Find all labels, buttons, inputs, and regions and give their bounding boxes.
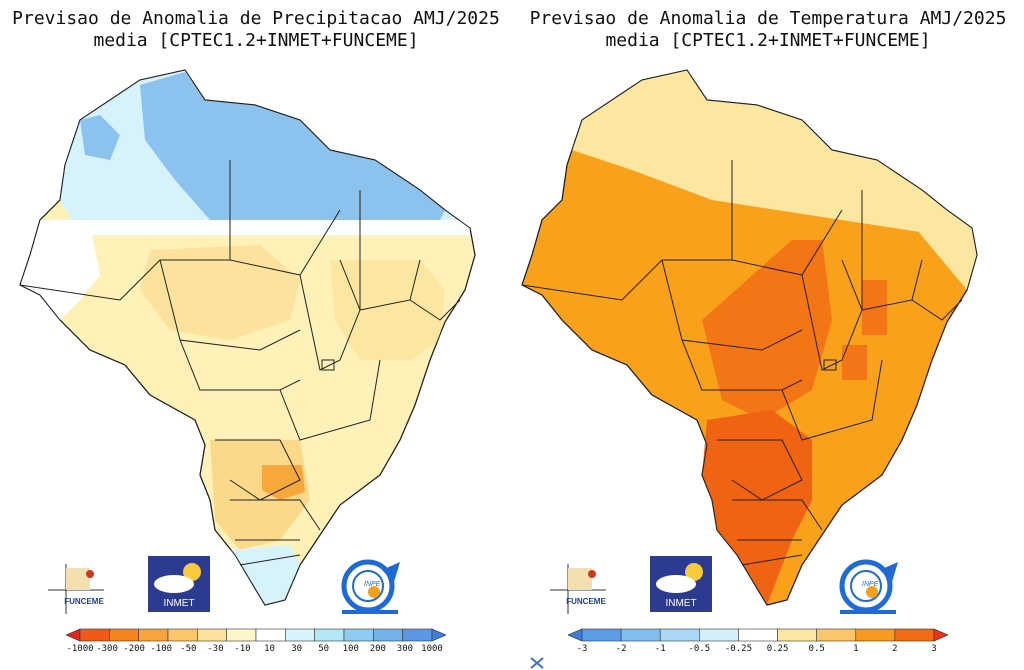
center-hot-zone [702,240,832,420]
temperature-colorbar-label: 0.25 [767,644,789,654]
precipitation-colorbar-swatch [109,628,139,642]
inpe-logo-text: INPE [862,581,879,588]
close-icon[interactable] [524,656,550,670]
temperature-colorbar-swatch [816,628,857,642]
precipitation-colorbar-swatch [197,628,227,642]
temperature-panel: Previsao de Anomalia de Temperatura AMJ/… [512,0,1024,670]
precipitation-colorbar-label: 100 [343,644,359,654]
inpe-logo-text: INPE [364,581,381,588]
precipitation-colorbar-label: -30 [207,644,223,654]
temperature-colorbar: -3 -2 -1 -0.5 -0.25 0.25 0.5 1 2 3 [568,628,948,654]
precipitation-anomaly-map [19,69,476,606]
south-strong-dry [262,465,305,500]
precipitation-colorbar-swatch [402,628,433,642]
central-dry-patch [140,245,300,340]
precipitation-colorbar-label: 300 [397,644,413,654]
precipitation-colorbar-label: -50 [180,644,196,654]
temperature-colorbar-label: -0.5 [688,644,710,654]
inmet-logo: INMET [650,556,712,612]
temperature-colorbar-label: 3 [931,644,936,654]
precipitation-colorbar-swatch [373,628,403,642]
precipitation-colorbar-swatch [343,628,374,642]
precipitation-colorbar-swatch [314,628,345,642]
funceme-logo: FUNCEME [550,564,606,614]
temperature-colorbar-swatch [581,628,622,642]
precipitation-colorbar-swatch [285,628,315,642]
east-hot-patch-2 [842,345,867,380]
precipitation-colorbar-swatch [79,628,110,642]
northeast-dry [330,260,445,360]
precipitation-colorbar-label: 1000 [421,644,443,654]
far-south-wet [230,545,300,605]
temperature-colorbar-swatch [659,628,700,642]
temperature-title-line2: media [CPTEC1.2+INMET+FUNCEME] [605,30,931,51]
inpe-logo: INPE [341,559,400,614]
temperature-colorbar-swatch [738,628,778,642]
temperature-colorbar-arrow-high [933,628,948,642]
temperature-colorbar-swatch [699,628,739,642]
inpe-logo: INPE [839,559,898,614]
precipitation-colorbar-label: 10 [264,644,275,654]
precipitation-colorbar-label: -1000 [66,644,93,654]
south-hot-zone [702,410,812,605]
precipitation-colorbar-swatch [167,628,198,642]
temperature-colorbar-swatch [894,628,935,642]
funceme-logo-text: FUNCEME [64,597,104,606]
precipitation-title-line1: Previsao de Anomalia de Precipitacao AMJ… [12,8,500,29]
precipitation-colorbar-label: -10 [234,644,250,654]
temperature-anomaly-map [521,69,978,606]
state-borders [521,69,978,606]
temperature-colorbar-swatch [777,628,817,642]
precipitation-colorbar-swatch [255,628,286,642]
north-wet-zone-strong [140,72,445,220]
north-mild-zone [572,70,972,240]
funceme-logo: FUNCEME [48,564,104,614]
precipitation-colorbar-label: 200 [370,644,386,654]
temperature-title-line1: Previsao de Anomalia de Temperatura AMJ/… [529,8,1007,29]
precipitation-colorbar-swatch [138,628,169,642]
temperature-colorbar-label: -0.25 [725,644,752,654]
northeast-coast-mild [912,200,977,290]
temperature-colorbar-swatch [620,628,661,642]
precipitation-colorbar: -1000 -300 -200 -100 -50 -30 -10 10 30 50 100 200 30… [66,628,446,654]
temperature-title: Previsao de Anomalia de Temperatura AMJ/… [512,8,1024,52]
temperature-colorbar-arrow-low [568,628,583,642]
inmet-logo-text: INMET [665,598,696,609]
precipitation-colorbar-swatch [226,628,257,642]
temperature-colorbar-swatch [855,628,896,642]
temperature-colorbar-label: -2 [616,644,627,654]
precipitation-colorbar-label: 50 [318,644,329,654]
funceme-logo-text: FUNCEME [566,597,606,606]
inmet-logo: INMET [148,556,210,612]
precipitation-title-line2: media [CPTEC1.2+INMET+FUNCEME] [93,30,419,51]
precipitation-panel: Previsao de Anomalia de Precipitacao AMJ… [0,8,512,654]
precipitation-colorbar-label: -300 [96,644,118,654]
temperature-colorbar-label: 2 [892,644,897,654]
precipitation-title: Previsao de Anomalia de Precipitacao AMJ… [0,8,512,52]
temperature-colorbar-label: -3 [577,644,588,654]
north-wet-zone-west [80,115,120,160]
inmet-logo-text: INMET [163,598,194,609]
precipitation-colorbar-arrow-high [431,628,446,642]
temperature-colorbar-label: -1 [655,644,666,654]
temperature-colorbar-label: 1 [853,644,858,654]
precipitation-colorbar-label: 30 [291,644,302,654]
white-band [40,220,470,235]
state-borders [19,69,476,606]
precipitation-colorbar-label: -200 [123,644,145,654]
temperature-colorbar-label: 0.5 [809,644,825,654]
precipitation-colorbar-label: -100 [150,644,172,654]
precipitation-colorbar-arrow-low [66,628,81,642]
